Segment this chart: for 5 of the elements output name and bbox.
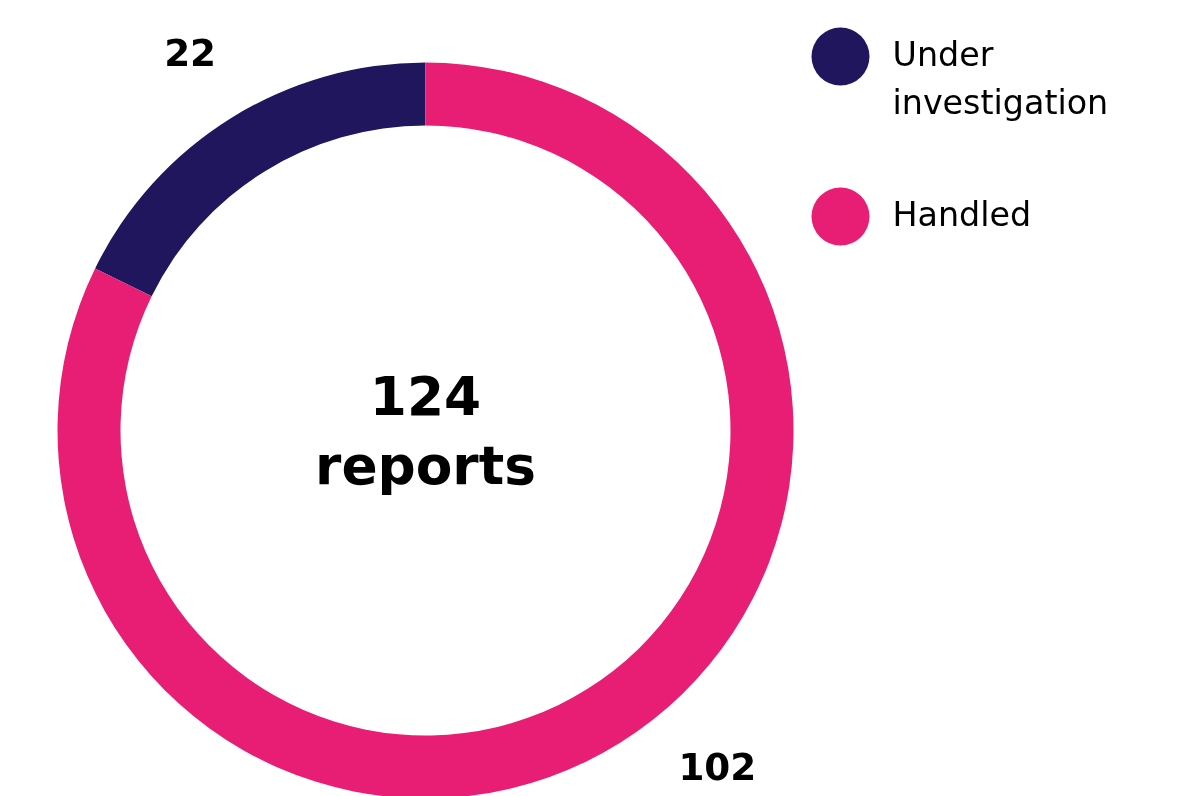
data-label: 102 (678, 744, 757, 789)
legend-label: Under investigation (892, 35, 1109, 122)
text: 124 reports (315, 365, 536, 497)
data-label: 22 (164, 31, 217, 76)
legend-label: Handled (892, 195, 1032, 234)
